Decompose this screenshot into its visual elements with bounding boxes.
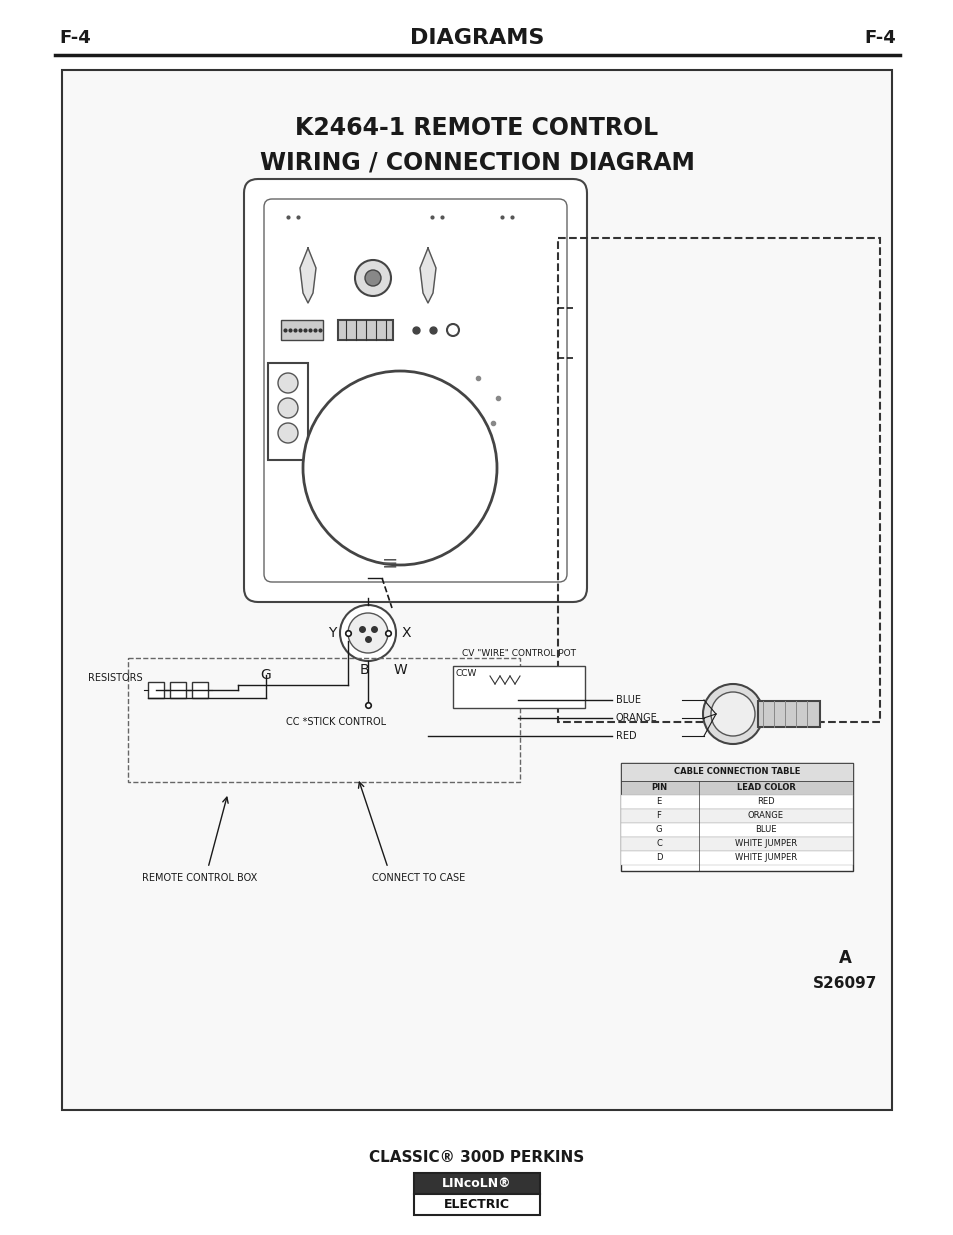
Circle shape: [339, 605, 395, 661]
Bar: [192, 682, 208, 698]
Text: BLUE: BLUE: [616, 695, 640, 705]
Text: A: A: [838, 948, 850, 967]
Bar: [414, 1173, 539, 1194]
Circle shape: [355, 261, 391, 296]
Bar: [620, 837, 852, 851]
Bar: [620, 795, 852, 809]
Text: ELECTRIC: ELECTRIC: [443, 1198, 510, 1212]
Text: WHITE JUMPER: WHITE JUMPER: [734, 853, 796, 862]
Text: CC *STICK CONTROL: CC *STICK CONTROL: [286, 718, 386, 727]
Bar: [620, 781, 852, 795]
Circle shape: [277, 398, 297, 417]
Circle shape: [277, 373, 297, 393]
Text: ORANGE: ORANGE: [747, 811, 783, 820]
Circle shape: [702, 684, 762, 743]
Text: W: W: [393, 663, 406, 677]
Text: RED: RED: [757, 798, 774, 806]
Text: K2464-1 REMOTE CONTROL: K2464-1 REMOTE CONTROL: [295, 116, 658, 140]
Text: REMOTE CONTROL BOX: REMOTE CONTROL BOX: [142, 873, 257, 883]
Bar: [620, 823, 852, 837]
Text: CABLE CONNECTION TABLE: CABLE CONNECTION TABLE: [673, 767, 800, 777]
Text: DIAGRAMS: DIAGRAMS: [410, 28, 543, 48]
Text: LEAD COLOR: LEAD COLOR: [736, 783, 795, 793]
Text: ≡: ≡: [381, 553, 397, 573]
FancyBboxPatch shape: [244, 179, 586, 601]
Polygon shape: [299, 248, 315, 303]
Bar: [558, 238, 879, 722]
Circle shape: [710, 692, 754, 736]
FancyBboxPatch shape: [62, 70, 891, 1110]
Text: RESISTORS: RESISTORS: [89, 673, 143, 683]
Bar: [170, 682, 186, 698]
Circle shape: [447, 324, 458, 336]
Text: WHITE JUMPER: WHITE JUMPER: [734, 840, 796, 848]
Text: F-4: F-4: [59, 28, 91, 47]
Text: CCW: CCW: [456, 668, 476, 678]
Text: BLUE: BLUE: [755, 825, 776, 835]
Circle shape: [303, 370, 497, 564]
Text: F-4: F-4: [863, 28, 895, 47]
Bar: [414, 1194, 539, 1215]
Text: RED: RED: [616, 731, 636, 741]
Bar: [268, 363, 308, 459]
Text: LINcoLN®: LINcoLN®: [442, 1177, 511, 1191]
Text: E: E: [656, 798, 661, 806]
Text: CLASSIC® 300D PERKINS: CLASSIC® 300D PERKINS: [369, 1151, 584, 1166]
Text: CV "WIRE" CONTROL POT: CV "WIRE" CONTROL POT: [461, 648, 576, 657]
Circle shape: [365, 270, 380, 287]
Text: B: B: [359, 663, 369, 677]
Text: Y: Y: [327, 626, 335, 640]
Text: ORANGE: ORANGE: [616, 713, 657, 722]
Circle shape: [348, 613, 388, 653]
Text: PIN: PIN: [650, 783, 666, 793]
Text: F: F: [656, 811, 660, 820]
Text: X: X: [401, 626, 411, 640]
Bar: [758, 701, 820, 727]
Bar: [620, 851, 852, 864]
Text: G: G: [260, 668, 271, 682]
Bar: [453, 666, 584, 708]
Polygon shape: [419, 248, 436, 303]
Bar: [148, 682, 164, 698]
Bar: [620, 809, 852, 823]
Text: CONNECT TO CASE: CONNECT TO CASE: [372, 873, 465, 883]
FancyBboxPatch shape: [264, 199, 566, 582]
Bar: [128, 658, 519, 782]
Bar: [281, 320, 323, 340]
Bar: [337, 320, 393, 340]
Circle shape: [277, 424, 297, 443]
Text: S26097: S26097: [812, 976, 876, 990]
Text: WIRING / CONNECTION DIAGRAM: WIRING / CONNECTION DIAGRAM: [259, 151, 694, 175]
Bar: [620, 763, 852, 871]
Text: D: D: [655, 853, 661, 862]
Bar: [620, 763, 852, 781]
Text: C: C: [656, 840, 661, 848]
Text: G: G: [655, 825, 661, 835]
